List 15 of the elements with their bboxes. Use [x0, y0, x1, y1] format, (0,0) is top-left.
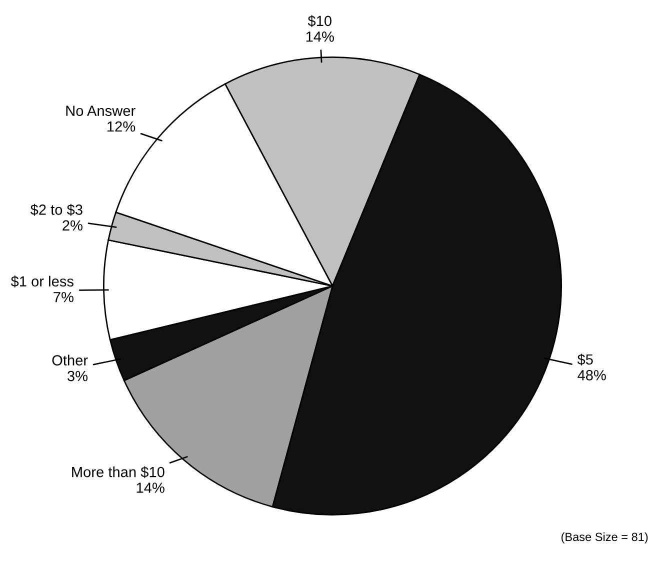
slice-label: $5 [577, 354, 593, 366]
data-label: 7% [54, 292, 74, 302]
slice-label: $1 or less [10, 276, 74, 288]
slice-label: Other [52, 354, 88, 366]
data-label: 12% [108, 121, 136, 132]
data-label: 48% [578, 370, 606, 380]
data-label: 2% [62, 220, 82, 231]
data-label: 14% [306, 32, 334, 42]
slice-label: $10 [308, 15, 332, 27]
slice-label: No Answer [66, 106, 136, 116]
data-label: 14% [136, 482, 164, 493]
text: (Base Size = 81) [562, 532, 648, 544]
slice-label: $2 to $3 [30, 204, 82, 216]
data-label: 3% [68, 370, 88, 382]
slice-label: More than $10 [72, 466, 164, 478]
